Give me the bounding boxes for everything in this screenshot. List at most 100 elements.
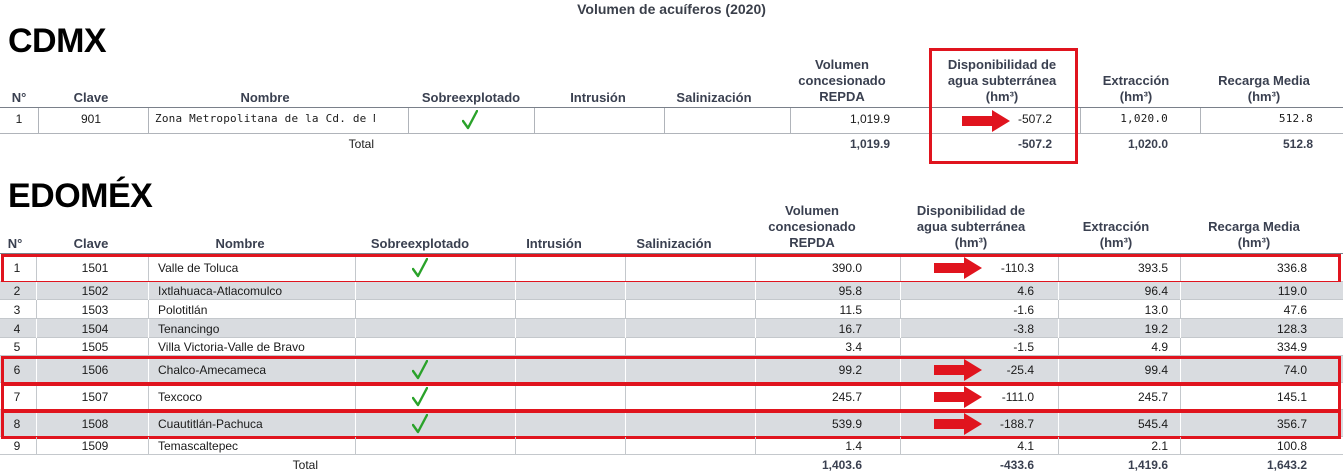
header-volumen: Volumen concesionado REPDA <box>752 203 872 251</box>
cell-n: 3 <box>13 303 21 317</box>
page-title: Volumen de acuíferos (2020) <box>577 1 766 17</box>
col-divider <box>755 383 756 410</box>
col-divider <box>900 410 901 437</box>
col-divider <box>148 319 149 338</box>
col-divider <box>148 300 149 319</box>
col-divider <box>36 437 37 455</box>
header-disp-line3: (hm³) <box>985 89 1019 104</box>
col-divider <box>355 437 356 455</box>
header-disp-line2: agua subterránea <box>947 73 1057 88</box>
col-divider <box>1058 300 1059 319</box>
col-divider <box>1180 338 1181 356</box>
cell-extraccion: 245.7 <box>1137 390 1168 404</box>
col-divider <box>148 437 149 455</box>
col-divider <box>900 437 901 455</box>
cdmx-header-rule <box>0 107 1343 108</box>
col-divider <box>625 300 626 319</box>
col-divider <box>36 254 37 282</box>
header-disp-line1: Disponibilidad de <box>916 203 1026 218</box>
col-divider <box>1180 319 1181 338</box>
col-divider <box>534 108 535 134</box>
col-divider <box>515 300 516 319</box>
col-divider <box>355 338 356 356</box>
col-divider <box>790 108 791 134</box>
total-label: Total <box>292 458 318 472</box>
col-divider <box>38 108 39 134</box>
col-divider <box>148 254 149 282</box>
cell-nombre: Valle de Toluca <box>158 261 239 275</box>
table-row <box>0 319 1343 338</box>
cell-nombre: Tenancingo <box>158 322 220 336</box>
cell-disponibilidad: -111.0 <box>1001 390 1034 404</box>
check-icon <box>462 110 478 130</box>
total-recarga: 1,643.2 <box>1266 458 1307 472</box>
col-divider <box>625 282 626 300</box>
header-sobreexplotado: Sobreexplotado <box>421 90 521 105</box>
cell-n: 7 <box>13 390 21 404</box>
col-divider <box>1080 108 1081 134</box>
header-volumen-line2: concesionado <box>768 219 856 234</box>
cell-nombre: Temascaltepec <box>158 439 239 453</box>
col-divider <box>515 356 516 383</box>
col-divider <box>1180 300 1181 319</box>
cell-extraccion: 4.9 <box>1151 340 1168 354</box>
cell-recarga: 100.8 <box>1276 439 1307 453</box>
total-recarga: 512.8 <box>1282 137 1313 151</box>
cell-nombre: Texcoco <box>158 390 203 404</box>
header-n: N° <box>11 90 27 105</box>
header-sobreexplotado: Sobreexplotado <box>370 236 470 251</box>
cell-volumen: 539.9 <box>831 417 862 431</box>
cell-clave: 1503 <box>81 303 109 317</box>
header-ext-line1: Extracción <box>1102 73 1170 88</box>
cell-n: 5 <box>13 340 21 354</box>
col-divider <box>755 254 756 282</box>
cell-nombre: Polotitlán <box>158 303 208 317</box>
table-row <box>0 300 1343 319</box>
check-icon <box>412 414 428 434</box>
col-divider <box>355 319 356 338</box>
col-divider <box>148 338 149 356</box>
col-divider <box>625 338 626 356</box>
cell-disponibilidad: -1.6 <box>1013 303 1034 317</box>
cell-volumen: 95.8 <box>838 284 862 298</box>
cell-extraccion: 99.4 <box>1144 363 1168 377</box>
table-row <box>0 410 1343 437</box>
col-divider <box>355 254 356 282</box>
cell-clave: 1508 <box>81 417 109 431</box>
cell-extraccion: 545.4 <box>1137 417 1168 431</box>
col-divider <box>625 254 626 282</box>
header-rec-line2: (hm³) <box>1237 235 1271 250</box>
col-divider <box>36 410 37 437</box>
cell-n: 8 <box>13 417 21 431</box>
col-divider <box>900 338 901 356</box>
table-row <box>0 108 1343 134</box>
col-divider <box>900 282 901 300</box>
cell-extraccion: 96.4 <box>1144 284 1168 298</box>
cell-volumen: 1.4 <box>845 439 862 453</box>
col-divider <box>900 254 901 282</box>
cell-clave: 1502 <box>81 284 109 298</box>
col-divider <box>900 383 901 410</box>
col-divider <box>755 338 756 356</box>
cell-volumen: 11.5 <box>839 303 862 317</box>
cell-n: 1 <box>13 261 21 275</box>
cell-n: 1 <box>15 112 23 126</box>
col-divider <box>36 383 37 410</box>
col-divider <box>755 319 756 338</box>
col-divider <box>1058 282 1059 300</box>
col-divider <box>1058 383 1059 410</box>
col-divider <box>148 356 149 383</box>
cell-n: 6 <box>13 363 21 377</box>
edomex-header-rule <box>0 253 1343 254</box>
total-extraccion: 1,419.6 <box>1127 458 1168 472</box>
col-divider <box>36 300 37 319</box>
col-divider <box>1058 356 1059 383</box>
highlight-box-disponibilidad <box>929 48 1078 164</box>
col-divider <box>755 437 756 455</box>
cell-recarga: 128.3 <box>1276 322 1307 336</box>
total-disponibilidad: -433.6 <box>999 458 1034 472</box>
table-row <box>0 338 1343 356</box>
arrow-right-icon <box>934 386 982 408</box>
col-divider <box>515 282 516 300</box>
header-salinizacion: Salinización <box>636 236 712 251</box>
